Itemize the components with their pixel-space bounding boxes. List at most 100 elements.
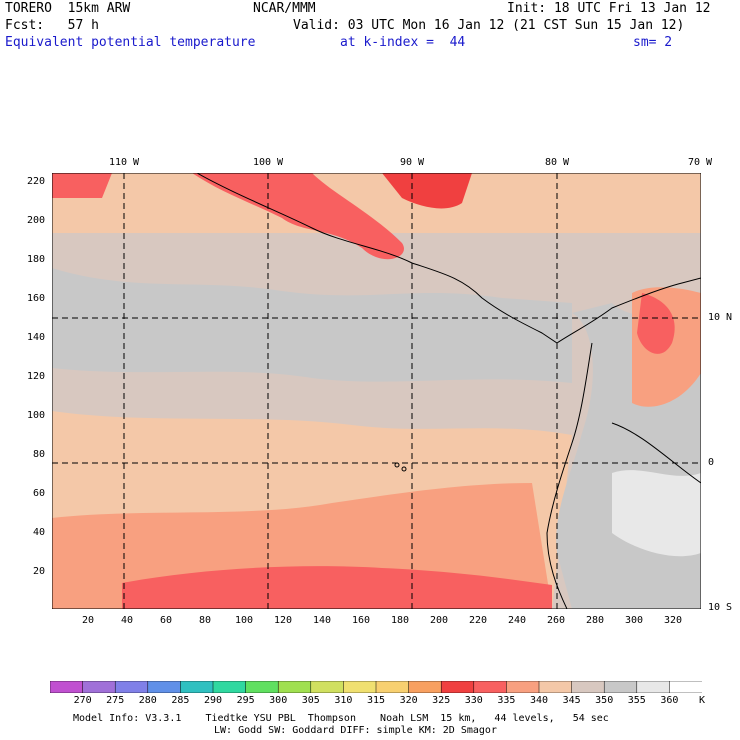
colorbar-swatch	[571, 681, 605, 693]
colorbar-swatch	[408, 681, 442, 693]
lat-label-eq: 0	[708, 457, 715, 468]
colorbar-swatch	[50, 681, 84, 693]
y-tick: 80	[32, 449, 45, 460]
colorbar-swatch	[82, 681, 116, 693]
colorbar	[50, 681, 702, 693]
colorbar-swatch	[180, 681, 214, 693]
colorbar-swatch	[603, 681, 638, 693]
model-info: Model Info: V3.3.1 Tiedtke YSU PBL Thomp…	[73, 713, 609, 724]
x-tick: 180	[390, 615, 410, 626]
colorbar-level-label: 285	[171, 695, 190, 706]
y-tick: 200	[26, 215, 45, 226]
colorbar-level-label: 335	[497, 695, 516, 706]
colorbar-level-label: 340	[529, 695, 549, 706]
colorbar-swatch	[343, 681, 377, 693]
colorbar-level-label: 310	[334, 695, 353, 706]
smoothing: sm= 2	[633, 35, 673, 50]
center-name: NCAR/MMM	[253, 1, 316, 16]
y-tick: 60	[32, 488, 45, 499]
colorbar-swatch	[636, 681, 671, 693]
x-tick: 240	[507, 615, 527, 626]
colorbar-level-label: 355	[627, 695, 646, 706]
colorbar-level-label: 320	[399, 695, 418, 706]
colorbar-swatch	[212, 681, 247, 693]
colorbar-level-label: 300	[269, 695, 288, 706]
colorbar-level-label: 305	[301, 695, 320, 706]
lon-label-90w: 90 W	[399, 157, 425, 168]
physics-info: LW: Godd SW: Goddard DIFF: simple KM: 2D…	[214, 725, 497, 736]
band-345-south	[52, 368, 592, 435]
colorbar-level-label: 270	[73, 695, 92, 706]
lon-label-70w: 70 W	[687, 157, 713, 168]
colorbar-swatch	[669, 681, 702, 693]
galapagos	[394, 462, 400, 468]
x-tick: 320	[663, 615, 683, 626]
colorbar-level-label: 315	[366, 695, 386, 706]
lon-label-110w: 110 W	[108, 157, 140, 168]
level-index: at k-index = 44	[340, 35, 466, 50]
mexico-hot	[192, 173, 404, 260]
colombia-hot	[637, 293, 675, 354]
x-tick: 100	[234, 615, 254, 626]
y-tick: 160	[26, 293, 45, 304]
x-tick: 20	[81, 615, 95, 626]
forecast-hour: Fcst: 57 h	[5, 18, 99, 33]
x-tick: 80	[198, 615, 212, 626]
init-time: Init: 18 UTC Fri 13 Jan 12	[507, 1, 711, 16]
band-330	[122, 566, 552, 609]
x-tick: 260	[546, 615, 566, 626]
field-name: Equivalent potential temperature	[5, 35, 256, 50]
colorbar-level-label: 330	[464, 695, 483, 706]
lon-label-80w: 80 W	[544, 157, 570, 168]
band-350	[52, 268, 572, 383]
colorbar-swatch	[473, 681, 508, 693]
x-tick: 140	[312, 615, 332, 626]
y-tick: 140	[26, 332, 45, 343]
colorbar-swatch	[440, 681, 475, 693]
y-tick: 220	[26, 176, 45, 187]
galapagos	[401, 466, 407, 472]
colorbar-swatch	[277, 681, 312, 693]
lat-label-10s: 10 S	[708, 602, 733, 613]
y-tick: 40	[32, 527, 45, 538]
theta-e-map	[52, 173, 701, 609]
colorbar-swatch	[310, 681, 345, 693]
lon-label-100w: 100 W	[252, 157, 284, 168]
y-tick: 20	[32, 566, 45, 577]
x-tick: 300	[624, 615, 644, 626]
colorbar-swatch	[147, 681, 182, 693]
colorbar-swatch	[245, 681, 279, 693]
colorbar-swatch	[538, 681, 573, 693]
lat-label-10n: 10 N	[708, 312, 733, 323]
colorbar-level-label: 325	[432, 695, 451, 706]
x-tick: 120	[273, 615, 293, 626]
colorbar-swatch	[506, 681, 540, 693]
nw-hot	[52, 173, 112, 198]
x-tick: 280	[585, 615, 605, 626]
central-america-coast	[196, 173, 701, 344]
colorbar-level-label: 290	[203, 695, 223, 706]
colorbar-level-label: 280	[138, 695, 157, 706]
x-tick: 40	[120, 615, 134, 626]
y-tick: 180	[26, 254, 45, 265]
colorbar-level-label: 275	[106, 695, 125, 706]
x-tick: 60	[159, 615, 173, 626]
y-tick: 100	[26, 410, 45, 421]
colorbar-level-label: 295	[236, 695, 255, 706]
colorbar-level-label: 345	[562, 695, 581, 706]
model-name: TORERO 15km ARW	[5, 1, 131, 16]
x-tick: 220	[468, 615, 488, 626]
sa-pacific-coast	[546, 342, 593, 609]
amazon-cool	[612, 470, 701, 557]
x-tick: 200	[429, 615, 449, 626]
ecuador-border	[611, 422, 701, 484]
colorbar-level-label: 350	[595, 695, 614, 706]
colorbar-level-label: 360	[660, 695, 679, 706]
y-tick: 120	[26, 371, 45, 382]
colorbar-unit: K	[698, 695, 706, 706]
valid-time: Valid: 03 UTC Mon 16 Jan 12 (21 CST Sun …	[293, 18, 685, 33]
colorbar-swatch	[375, 681, 410, 693]
x-tick: 160	[351, 615, 371, 626]
gulf-hot	[382, 173, 472, 209]
colorbar-swatch	[114, 681, 149, 693]
